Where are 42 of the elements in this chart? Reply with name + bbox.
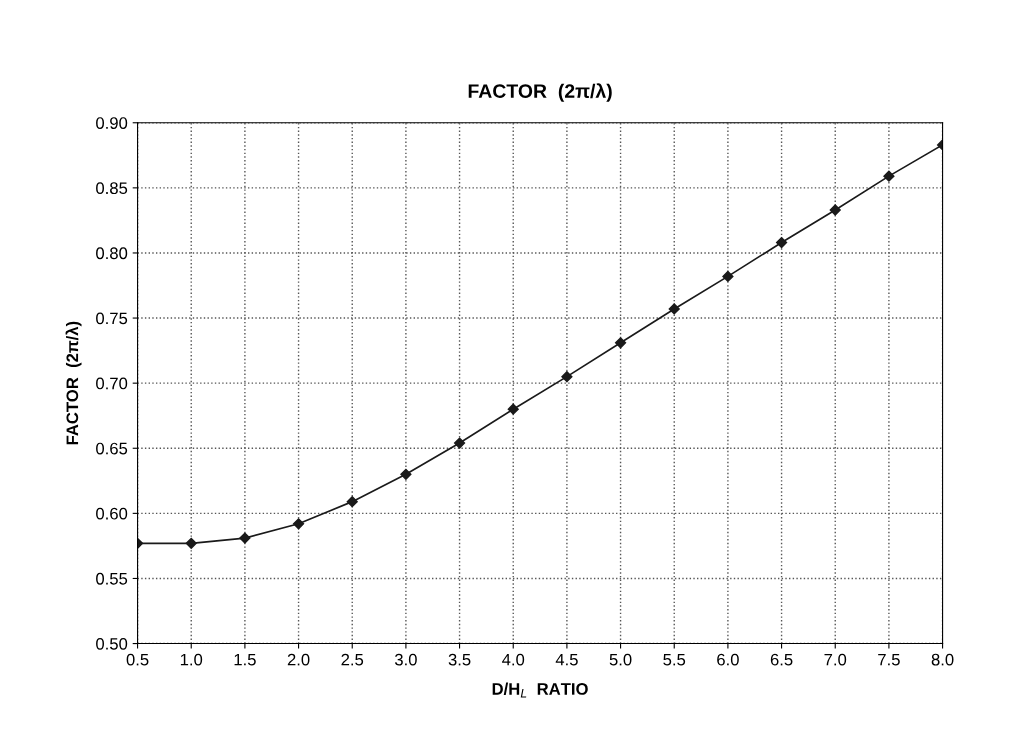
y-axis-title: FACTOR (2π/λ) bbox=[65, 321, 82, 445]
point bbox=[561, 371, 573, 383]
x-tick-label: 7.0 bbox=[824, 653, 847, 666]
point bbox=[775, 236, 788, 249]
x-axis-title: D/H$_{L}$ RATIO bbox=[492, 682, 588, 698]
point bbox=[239, 532, 251, 544]
x-tick-label: 2.5 bbox=[341, 653, 364, 666]
point bbox=[668, 303, 680, 315]
point bbox=[346, 496, 358, 508]
chart-title: FACTOR (2π/λ) bbox=[468, 83, 612, 102]
point bbox=[829, 204, 841, 216]
y-tick-label: 0.55 bbox=[96, 572, 128, 585]
y-tick-label: 0.75 bbox=[96, 312, 128, 325]
x-tick-label: 6.0 bbox=[717, 653, 739, 666]
point bbox=[185, 537, 197, 549]
y-tick-label: 0.70 bbox=[96, 377, 128, 390]
point bbox=[507, 403, 519, 415]
point bbox=[722, 270, 734, 283]
point bbox=[400, 468, 412, 480]
x-tick-label: 2.0 bbox=[287, 653, 310, 666]
x-tick-label: 5.5 bbox=[663, 653, 686, 666]
point bbox=[883, 170, 895, 182]
y-tick-label: 0.85 bbox=[96, 182, 128, 195]
x-tick-label: 1.0 bbox=[180, 653, 203, 666]
x-tick-label: 5.0 bbox=[609, 653, 632, 666]
point bbox=[453, 437, 466, 449]
x-tick-label: 3.0 bbox=[394, 653, 417, 666]
x-tick-label: 4.0 bbox=[502, 653, 525, 666]
x-tick-label: 3.5 bbox=[448, 653, 471, 666]
x-tick-label: 4.5 bbox=[555, 653, 578, 666]
x-tick-label: 1.5 bbox=[234, 653, 256, 666]
point bbox=[292, 518, 305, 530]
x-tick-label: 6.5 bbox=[770, 653, 793, 666]
point bbox=[614, 337, 627, 349]
y-tick-label: 0.65 bbox=[96, 442, 128, 455]
y-tick-label: 0.80 bbox=[96, 247, 128, 260]
x-tick-label: 7.5 bbox=[878, 653, 900, 666]
x-tick-label: 8.0 bbox=[931, 653, 954, 666]
y-tick-label: 0.90 bbox=[96, 117, 128, 129]
y-tick-label: 0.60 bbox=[96, 507, 128, 520]
x-tick-label: 0.5 bbox=[126, 653, 149, 666]
y-tick-label: 0.50 bbox=[96, 637, 128, 650]
